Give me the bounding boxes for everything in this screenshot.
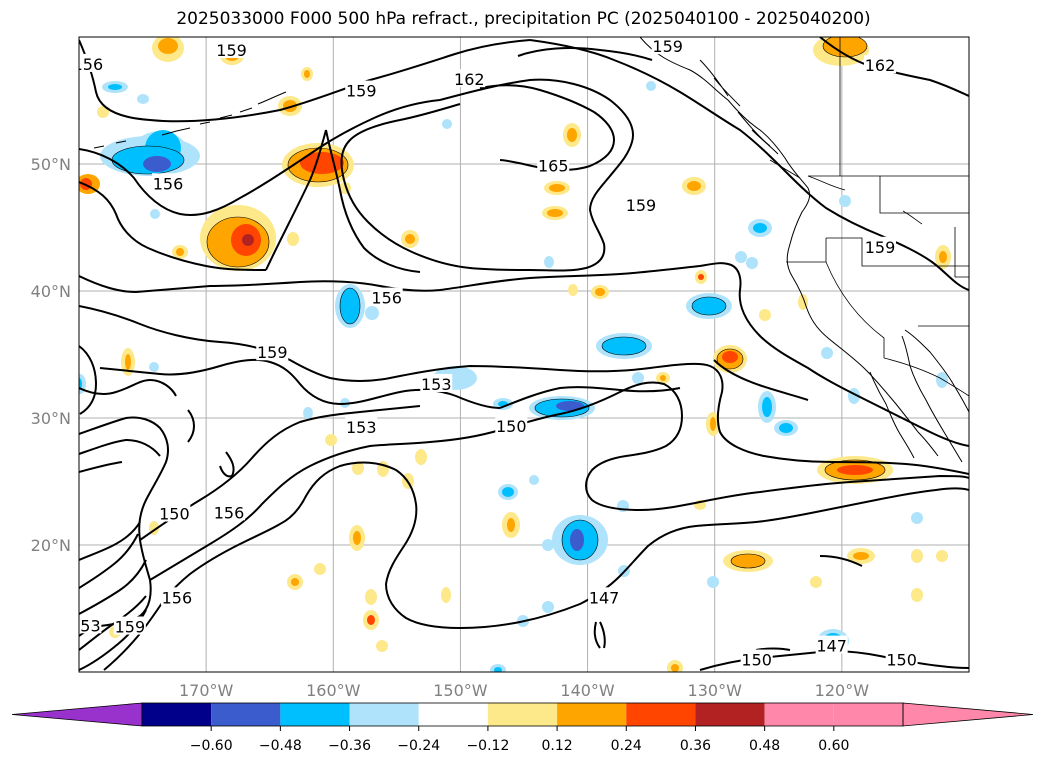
contour-label: 159	[626, 196, 657, 215]
colorbar: −0.60 −0.48 −0.36 −0.24 −0.12 0.12 0.24 0.36 0.4…	[11, 702, 1034, 754]
alaska-coast	[639, 37, 939, 457]
contour-label-background	[815, 635, 848, 654]
lon-tick-label: 160°W	[306, 681, 361, 700]
lon-tick-label: 140°W	[560, 681, 615, 700]
graticule	[79, 37, 969, 672]
contour-label: 147	[816, 637, 847, 656]
contour-label-background	[79, 53, 104, 72]
lon-tick-label: 170°W	[179, 681, 234, 700]
contour-label: 150	[886, 651, 917, 670]
aleutian-islands	[93, 91, 287, 149]
contour-label-background	[152, 173, 184, 192]
colorbar-segment	[142, 703, 212, 726]
lat-tick-label: 40°N	[31, 282, 71, 301]
colorbar-segment	[557, 703, 627, 726]
contour-label: 147	[589, 588, 620, 607]
colorbar-segment	[626, 703, 696, 726]
colorbar-tick-label: 0.24	[611, 738, 642, 754]
precip-contour-lines	[111, 37, 886, 569]
map-title: 2025033000 F000 500 hPa refract., precip…	[176, 9, 871, 29]
colorbar-segment	[695, 703, 765, 726]
colorbar-segment	[280, 703, 350, 726]
contour-label-background	[213, 502, 246, 521]
colorbar-segment	[764, 703, 834, 726]
coastlines	[93, 37, 969, 463]
colorbar-tick-label: −0.24	[397, 738, 440, 754]
contour-label: 156	[73, 55, 104, 74]
contour-label-background	[651, 37, 684, 55]
contour-label-background	[256, 342, 289, 361]
contour-label-background	[537, 155, 570, 174]
colorbar-outline	[141, 702, 904, 727]
contour-label-background	[113, 616, 146, 635]
contour-label: 156	[162, 588, 193, 607]
colorbar-segment	[418, 703, 488, 726]
contour-label: 150	[496, 417, 527, 436]
contour-label: 165	[538, 157, 569, 176]
contour-label-background	[624, 194, 657, 213]
alaska-panhandle	[699, 59, 801, 179]
colorbar-segment	[487, 703, 558, 726]
contour-label: 150	[741, 651, 772, 670]
contour-label: 162	[865, 56, 896, 75]
colorbar-tick-label: 0.12	[542, 738, 573, 754]
contour-label-background	[453, 69, 486, 88]
contour-label-background	[495, 415, 528, 434]
colorbar-extend-max	[902, 702, 1034, 727]
contour-label: 150	[159, 505, 190, 524]
contour-label-background	[864, 236, 896, 255]
colorbar-extend-min	[11, 702, 143, 727]
contour-label-background	[420, 373, 453, 392]
contour-label-background	[345, 80, 378, 99]
contour-label: 159	[865, 238, 896, 257]
contour-label: 159	[115, 618, 146, 637]
lat-tick-label: 20°N	[31, 536, 71, 555]
axis-tick-labels: 170°W 160°W 150°W 140°W 130°W 120°W 20°N 30°N 40…	[31, 155, 870, 700]
contour-label-background	[885, 649, 918, 668]
contour-label: 156	[214, 503, 245, 522]
colorbar-tick-label: −0.60	[190, 738, 233, 754]
lon-tick-label: 150°W	[433, 681, 488, 700]
refractivity-contours	[79, 37, 969, 671]
contour-label: 156	[153, 174, 184, 193]
contour-label: 159	[652, 37, 683, 56]
contour-label-background	[345, 417, 378, 436]
colorbar-segment	[211, 703, 281, 726]
colorbar-tick-label: −0.48	[259, 738, 302, 754]
gulf-of-california	[904, 329, 969, 413]
colorbar-tick-label: −0.12	[466, 738, 509, 754]
map-frame	[78, 36, 970, 673]
contour-label: 153	[70, 616, 101, 635]
contour-label-background	[588, 587, 621, 606]
contour-label-background	[79, 615, 102, 634]
colorbar-tick-label: −0.36	[328, 738, 371, 754]
contour-label-background	[740, 649, 773, 668]
contour-label: 153	[346, 418, 377, 437]
lon-tick-label: 120°W	[815, 681, 870, 700]
contour-label: 159	[216, 41, 247, 60]
lat-tick-label: 30°N	[31, 409, 71, 428]
contour-label: 159	[346, 82, 377, 101]
contour-label-background	[864, 55, 896, 74]
contour-labels: 156 159 159 156 162 165 159 159 162 159 156 159 153 1…	[70, 37, 918, 670]
contour-label: 159	[257, 343, 288, 362]
contour-label: 162	[454, 70, 485, 89]
colorbar-segment	[833, 703, 903, 726]
contour-label-background	[370, 287, 403, 306]
contour-label-background	[160, 587, 193, 606]
colorbar-tick-label: 0.36	[680, 738, 711, 754]
contour-label-background	[158, 503, 191, 522]
precip-shading	[79, 37, 951, 672]
colorbar-segment	[349, 703, 419, 726]
colorbar-tick-label: 0.60	[818, 738, 849, 754]
lat-tick-label: 50°N	[31, 155, 71, 174]
contour-label: 153	[421, 375, 452, 394]
political-borders	[786, 37, 969, 397]
contour-label: 156	[371, 289, 402, 308]
contour-label-background	[215, 39, 248, 58]
precip-blob-positive	[79, 37, 951, 672]
colorbar-tick-label: 0.48	[749, 738, 780, 754]
lon-tick-label: 130°W	[688, 681, 743, 700]
